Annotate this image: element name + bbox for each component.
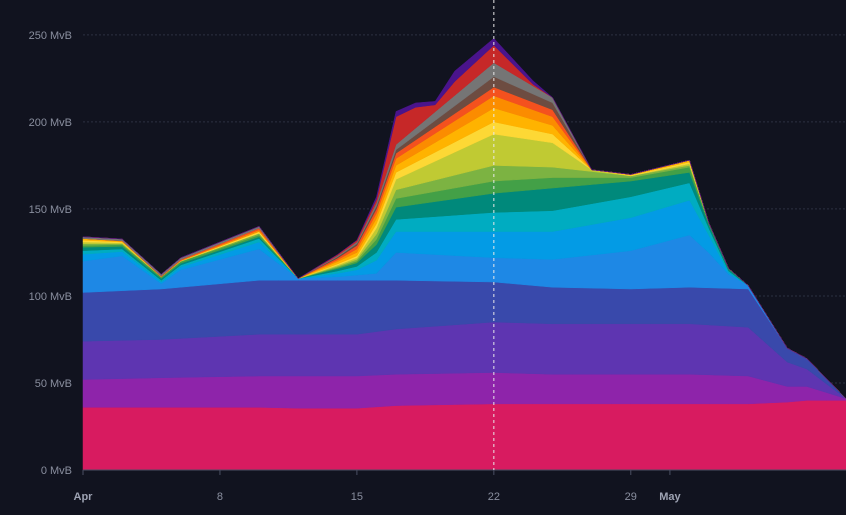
x-tick-label: 29 [625, 491, 637, 503]
x-tick-label: Apr [74, 491, 94, 503]
area-series-1[interactable] [82, 372, 846, 409]
y-tick-label: 50 MvB [35, 378, 72, 390]
area-series-18[interactable] [82, 38, 846, 399]
x-tick-label: 15 [351, 491, 363, 503]
axis-layer: 0 MvB 50 MvB 100 MvB 150 MvB 200 MvB 250 MvB A… [29, 30, 846, 503]
y-tick-label: 100 MvB [29, 291, 72, 303]
y-tick-label: 250 MvB [29, 30, 72, 42]
x-tick-label: 8 [217, 491, 223, 503]
y-tick-label: 200 MvB [29, 117, 72, 129]
y-tick-label: 0 MvB [41, 465, 72, 477]
x-tick-label: May [659, 491, 681, 503]
x-tick-label: 22 [488, 491, 500, 503]
area-layer[interactable] [82, 38, 846, 471]
y-tick-label: 150 MvB [29, 204, 72, 216]
area-series-0[interactable] [82, 400, 846, 471]
